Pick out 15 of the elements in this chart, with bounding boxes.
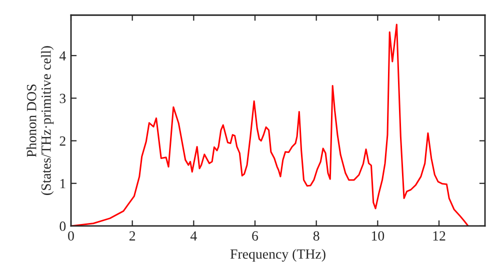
y-axis-title: Phonon DOS (States/THz·primitive cell)	[26, 46, 54, 195]
x-tick-label: 0	[68, 231, 74, 241]
y-tick-label: 1	[60, 179, 66, 188]
y-tick-label: 3	[60, 94, 66, 104]
x-tick-label: 12	[433, 231, 446, 240]
y-tick-label: 2	[60, 136, 66, 146]
y-tick-label: 0	[60, 222, 66, 231]
x-tick-label: 2	[129, 231, 136, 240]
x-tick-label: 10	[372, 231, 384, 241]
x-tick-label: 4	[190, 231, 197, 240]
x-axis-title: Frequency (THz)	[230, 248, 326, 262]
y-tick-label: 4	[59, 51, 66, 60]
line-series	[71, 24, 469, 226]
x-tick-label: 8	[313, 231, 320, 241]
x-tick-label: 6	[252, 231, 258, 241]
